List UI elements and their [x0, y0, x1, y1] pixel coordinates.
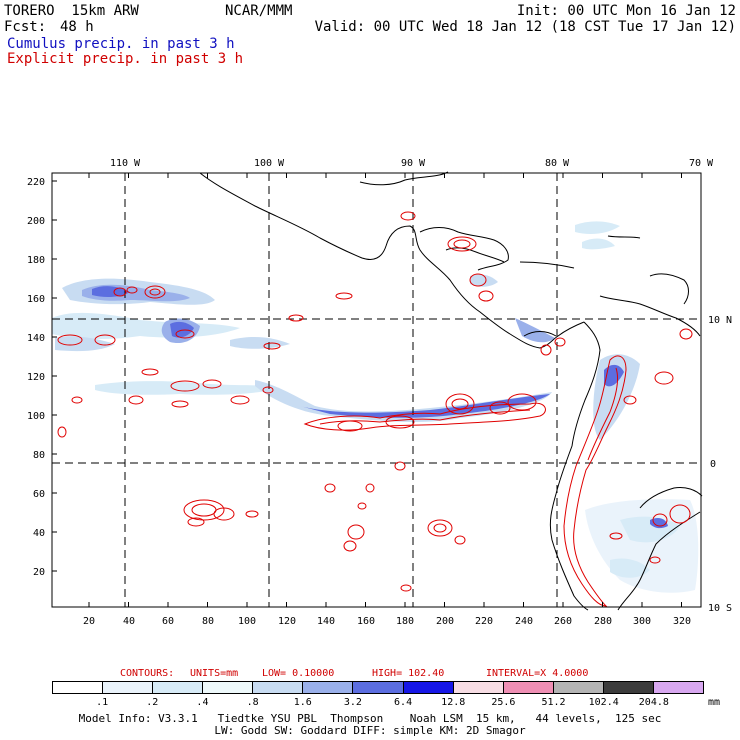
organization: NCAR/MMM	[225, 3, 293, 19]
lat-lon-grid	[52, 173, 701, 607]
contour-high: HIGH= 102.40	[372, 668, 444, 679]
color-scale-unit: mm	[708, 697, 721, 708]
color-swatch	[403, 682, 454, 693]
y-tick-label: 100	[27, 411, 45, 422]
color-scale-label: 6.4	[394, 697, 413, 708]
contour-label: CONTOURS:	[120, 668, 174, 679]
color-scale-label: .8	[246, 697, 259, 708]
color-scale-label: 204.8	[638, 697, 669, 708]
x-tick-label: 260	[554, 616, 572, 627]
latitude-labels: 10 N 0 10 S	[708, 315, 732, 614]
contour-units: UNITS=mm	[190, 668, 238, 679]
color-swatch	[653, 682, 704, 693]
color-swatch	[53, 682, 104, 693]
color-scale-label: .1	[96, 697, 109, 708]
lat-label-10n: 10 N	[708, 315, 732, 326]
color-swatch	[353, 682, 404, 693]
y-tick-label: 200	[27, 216, 45, 227]
cumulus-precip-shading	[52, 221, 699, 593]
color-scale-labels: .1 .2 .4 .8 1.6 3.2 6.4 12.8 25.6 51.2 102.4 204.8	[52, 697, 704, 709]
x-tick-label: 180	[396, 616, 414, 627]
x-tick-label: 160	[357, 616, 375, 627]
y-tick-label: 80	[33, 450, 45, 461]
explicit-field-title: Explicit precip. in past 3 h	[7, 51, 244, 67]
y-tick-label: 20	[33, 567, 45, 578]
lon-label-110w: 110 W	[110, 158, 141, 169]
y-tick-label: 40	[33, 528, 45, 539]
y-tick-label: 220	[27, 177, 45, 188]
explicit-precip-contours	[57, 211, 693, 607]
color-scale-label: 25.6	[491, 697, 516, 708]
lon-label-70w: 70 W	[689, 158, 714, 169]
longitude-labels: 110 W 100 W 90 W 80 W 70 W	[110, 158, 714, 169]
x-tick-label: 320	[673, 616, 691, 627]
color-swatch	[253, 682, 304, 693]
map-frame	[51, 172, 702, 608]
contour-low: LOW= 0.10000	[262, 668, 334, 679]
y-tick-label: 180	[27, 255, 45, 266]
x-tick-label: 60	[162, 616, 174, 627]
forecast-label: Fcst:	[4, 19, 47, 35]
model-info: Model Info: V3.3.1 Tiedtke YSU PBL Thomp…	[78, 712, 662, 725]
color-scale-label: 3.2	[343, 697, 362, 708]
forecast-hour: 48 h	[60, 19, 94, 35]
y-tick-label: 160	[27, 294, 45, 305]
x-tick-label: 240	[515, 616, 533, 627]
y-grid-index-labels: 220 200 180 160 140 120 100 80 60 40 20	[27, 177, 45, 578]
color-scale-label: 51.2	[541, 697, 566, 708]
color-scale-label: 1.6	[293, 697, 312, 708]
coastlines	[199, 171, 703, 611]
x-tick-label: 280	[594, 616, 612, 627]
x-tick-label: 80	[202, 616, 214, 627]
x-tick-label: 140	[317, 616, 335, 627]
model-physics: LW: Godd SW: Goddard DIFF: simple KM: 2D…	[214, 724, 526, 737]
lon-label-80w: 80 W	[545, 158, 570, 169]
precip-color-scale	[52, 681, 704, 694]
x-tick-label: 200	[436, 616, 454, 627]
y-tick-label: 120	[27, 372, 45, 383]
color-swatch	[503, 682, 554, 693]
x-grid-index-labels: 20 40 60 80 100 120 140 160 180 200 220 …	[83, 616, 691, 627]
valid-time: Valid: 00 UTC Wed 18 Jan 12 (18 CST Tue …	[314, 19, 736, 35]
x-tick-label: 300	[633, 616, 651, 627]
color-scale-label: .2	[146, 697, 159, 708]
init-time: Init: 00 UTC Mon 16 Jan 12	[516, 3, 736, 19]
lon-label-100w: 100 W	[254, 158, 285, 169]
model-name: TORERO 15km ARW	[4, 3, 139, 19]
lat-label-0: 0	[710, 459, 716, 470]
x-tick-label: 100	[238, 616, 256, 627]
frame-ticks	[52, 173, 682, 607]
color-swatch	[453, 682, 504, 693]
lat-label-10s: 10 S	[708, 603, 732, 614]
lon-label-90w: 90 W	[401, 158, 426, 169]
color-scale-label: 12.8	[441, 697, 466, 708]
x-tick-label: 120	[278, 616, 296, 627]
color-swatch	[603, 682, 654, 693]
contour-interval: INTERVAL=X 4.0000	[486, 668, 588, 679]
x-tick-label: 220	[475, 616, 493, 627]
y-tick-label: 140	[27, 333, 45, 344]
color-swatch	[553, 682, 604, 693]
cumulus-field-title: Cumulus precip. in past 3 h	[7, 36, 235, 52]
color-swatch	[203, 682, 254, 693]
color-swatch	[303, 682, 354, 693]
y-tick-label: 60	[33, 489, 45, 500]
color-scale-label: .4	[196, 697, 209, 708]
x-tick-label: 20	[83, 616, 95, 627]
contour-info: CONTOURS: UNITS=mm LOW= 0.10000 HIGH= 10…	[120, 668, 588, 679]
color-swatch	[153, 682, 204, 693]
x-tick-label: 40	[123, 616, 135, 627]
color-swatch	[103, 682, 154, 693]
color-scale-label: 102.4	[588, 697, 619, 708]
